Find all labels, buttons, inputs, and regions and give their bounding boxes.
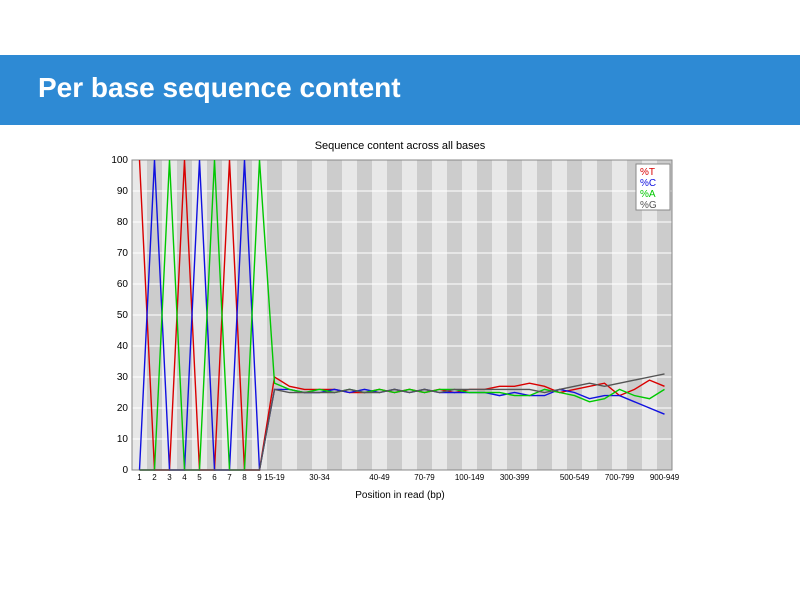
svg-text:80: 80 bbox=[117, 217, 129, 228]
svg-text:40: 40 bbox=[117, 341, 129, 352]
slide-title: Per base sequence content bbox=[38, 72, 401, 104]
svg-text:30-34: 30-34 bbox=[309, 473, 330, 482]
svg-text:1: 1 bbox=[137, 473, 142, 482]
svg-text:0: 0 bbox=[122, 465, 128, 476]
svg-text:50: 50 bbox=[117, 310, 129, 321]
svg-text:300-399: 300-399 bbox=[500, 473, 530, 482]
svg-text:2: 2 bbox=[152, 473, 157, 482]
svg-text:5: 5 bbox=[197, 473, 202, 482]
svg-text:10: 10 bbox=[117, 434, 129, 445]
svg-text:3: 3 bbox=[167, 473, 172, 482]
svg-text:4: 4 bbox=[182, 473, 187, 482]
svg-text:100-149: 100-149 bbox=[455, 473, 485, 482]
svg-text:900-949: 900-949 bbox=[650, 473, 680, 482]
legend-item: %G bbox=[640, 200, 657, 211]
svg-text:7: 7 bbox=[227, 473, 232, 482]
svg-text:100: 100 bbox=[111, 156, 128, 166]
svg-text:70: 70 bbox=[117, 248, 129, 259]
svg-text:30: 30 bbox=[117, 372, 129, 383]
svg-text:40-49: 40-49 bbox=[369, 473, 390, 482]
chart-container: Sequence content across all bases 0 10 20 3… bbox=[100, 140, 700, 500]
legend-item: %T bbox=[640, 167, 655, 178]
svg-text:20: 20 bbox=[117, 403, 129, 414]
legend-item: %A bbox=[640, 189, 656, 200]
sequence-content-chart: 0 10 20 30 40 50 60 70 80 90 100 1 2 3 4 5 6 7 8 915-19 30-3… bbox=[100, 156, 680, 486]
svg-text:8: 8 bbox=[242, 473, 247, 482]
svg-text:6: 6 bbox=[212, 473, 217, 482]
svg-text:500-549: 500-549 bbox=[560, 473, 590, 482]
svg-text:9: 9 bbox=[257, 473, 262, 482]
svg-text:15-19: 15-19 bbox=[264, 473, 285, 482]
svg-text:60: 60 bbox=[117, 279, 129, 290]
svg-text:70-79: 70-79 bbox=[414, 473, 435, 482]
chart-xlabel: Position in read (bp) bbox=[100, 490, 700, 501]
svg-text:90: 90 bbox=[117, 186, 129, 197]
svg-text:700-799: 700-799 bbox=[605, 473, 635, 482]
chart-title: Sequence content across all bases bbox=[100, 140, 700, 152]
legend-item: %C bbox=[640, 178, 656, 189]
